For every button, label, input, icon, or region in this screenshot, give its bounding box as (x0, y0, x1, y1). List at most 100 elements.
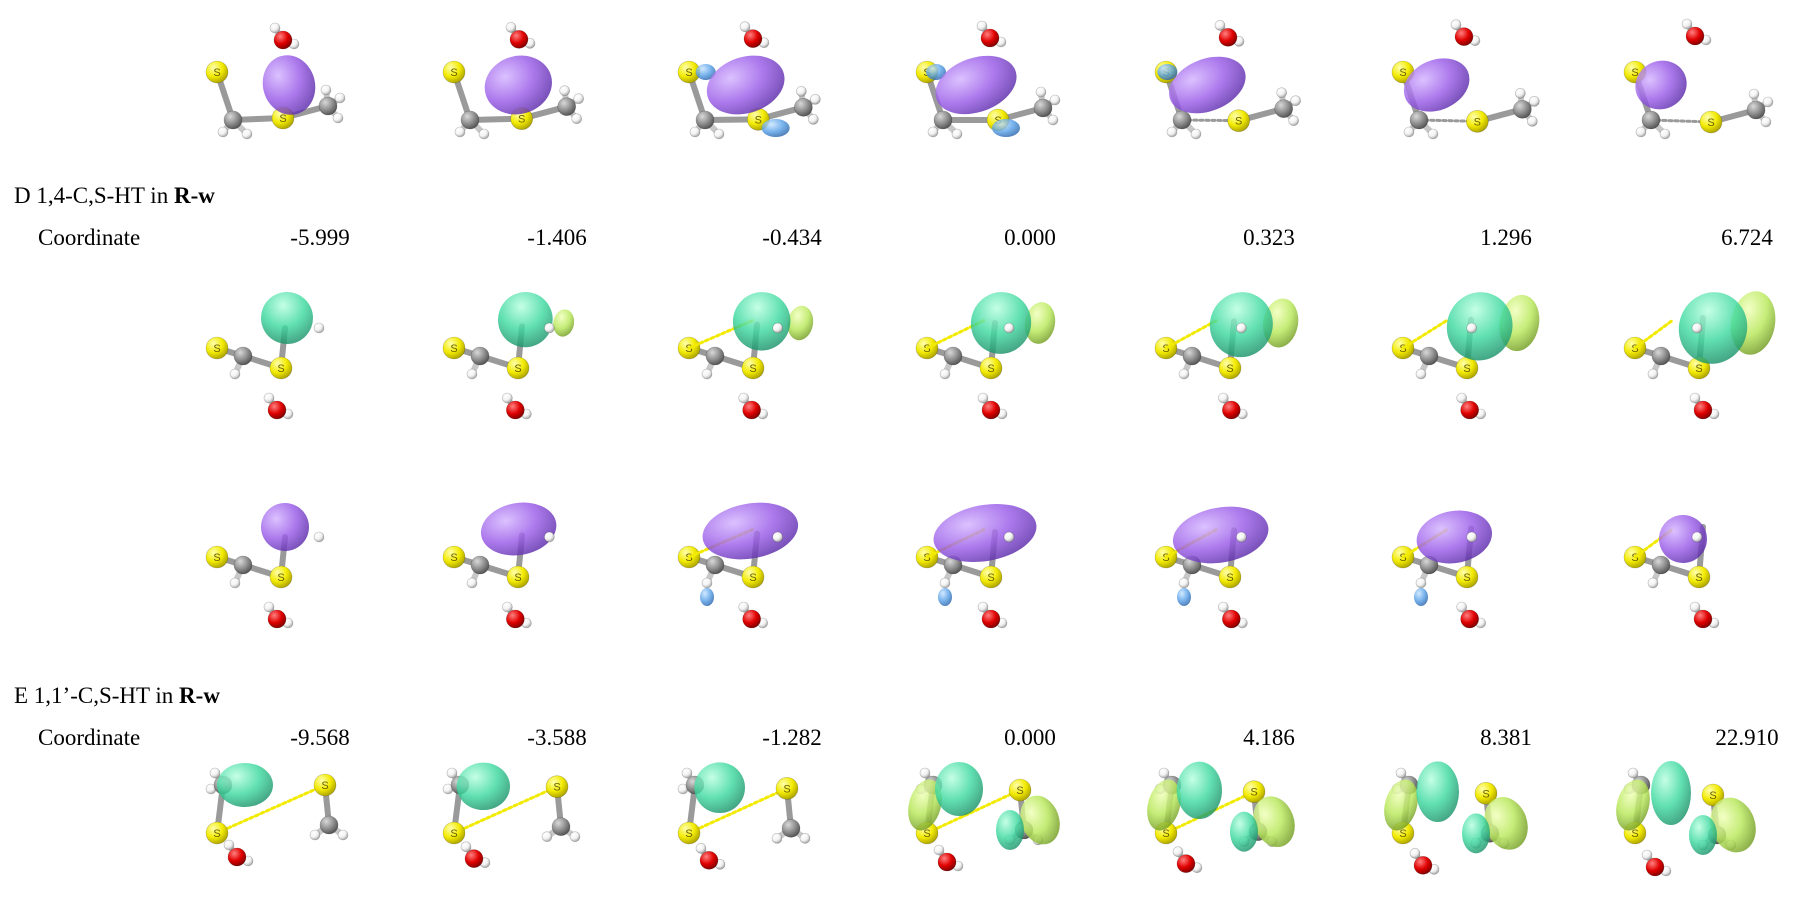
hydrogen-atom (1689, 392, 1701, 404)
atom-label: S (1482, 788, 1489, 800)
atom-label: S (1226, 363, 1233, 375)
orbital-lobe-teal (217, 763, 273, 807)
hydrogen-atom (939, 368, 951, 380)
carbon-atom (470, 555, 490, 575)
hydrogen-atom (1190, 128, 1202, 140)
hydrogen-atom (713, 128, 725, 140)
hydrogen-atom (1515, 88, 1526, 99)
carbon-atom (695, 110, 715, 130)
sulfur-atom (313, 773, 337, 797)
hydrogen-atom (544, 322, 555, 334)
carbon-atom (233, 346, 253, 366)
panel-d-coord-7: 6.724 (1721, 225, 1773, 250)
atom-label: S (685, 67, 692, 79)
orbital-lobe-teal (694, 762, 745, 813)
orbital-lobe-lime (1020, 795, 1060, 845)
orbital-lobe-purple (1169, 56, 1246, 114)
sulfur-atom (442, 545, 466, 569)
hydrogen-atom (810, 94, 821, 105)
atom-label: S (685, 828, 692, 840)
molecule-orbital-render: SS (205, 22, 346, 140)
orbital-lobe-purple (1635, 60, 1687, 110)
hydrogen-atom (263, 601, 275, 613)
sulfur-atom (205, 545, 229, 569)
orbital-lobe-teal (970, 292, 1032, 354)
hydrogen-atom (1691, 531, 1703, 543)
orbital-lobe-lime (1024, 302, 1056, 344)
hydrogen-atom (1403, 126, 1415, 138)
hydrogen-atom (1748, 88, 1760, 100)
hydrogen-atom (919, 767, 931, 779)
orbital-lobe-teal (1462, 813, 1490, 854)
atom-label: S (450, 67, 457, 79)
molecule-orbital-render: SS (205, 292, 325, 420)
carbon-atom (223, 110, 243, 130)
hydrogen-atom (701, 577, 713, 589)
molecule-orbital-render: SS (1154, 20, 1301, 140)
sulfur-atom (775, 777, 799, 800)
orbital-lobe-teal (497, 292, 553, 348)
sulfur-atom (1218, 565, 1242, 589)
sulfur-atom (1474, 782, 1498, 805)
hydrogen-atom (1647, 368, 1659, 380)
hydrogen-atom (1276, 87, 1287, 98)
hydrogen-atom (1691, 322, 1703, 334)
hydrogen-atom (1236, 322, 1247, 334)
hydrogen-atom (263, 392, 275, 404)
orbital-lobe-minor (938, 588, 952, 606)
sulfur-atom (205, 821, 229, 845)
hydrogen-atom (1647, 577, 1659, 589)
orbital-image: SS (1381, 477, 1581, 637)
hydrogen-atom (695, 843, 707, 854)
atom-label: S (749, 572, 756, 584)
sulfur-atom (677, 821, 701, 845)
hydrogen-atom (1003, 531, 1015, 543)
hydrogen-atom (796, 86, 807, 97)
hydrogen-atom (976, 20, 988, 32)
orbital-lobe-minor (1414, 588, 1428, 606)
atom-label: S (1463, 363, 1470, 375)
hydrogen-atom (1681, 18, 1693, 30)
hydrogen-atom (502, 392, 513, 404)
molecule-orbital-render: SS (1391, 19, 1540, 140)
hydrogen-atom (269, 22, 281, 34)
panel-e-bold: R-w (179, 683, 220, 708)
sulfur-atom (506, 565, 530, 589)
hydrogen-atom (229, 368, 241, 380)
carbon-atom (1513, 100, 1532, 119)
sulfur-atom (741, 356, 765, 380)
panel-d-heading: D 1,4-C,S-HT in R-w (14, 183, 215, 209)
atom-label: S (749, 363, 756, 375)
molecule-orbital-render: SS (1616, 761, 1756, 877)
sulfur-atom (1008, 778, 1032, 802)
carbon-atom (1746, 100, 1766, 120)
hydrogen-atom (1047, 114, 1059, 126)
hydrogen-atom (772, 322, 783, 334)
atom-label: S (1399, 828, 1406, 840)
orbital-lobe-teal (996, 810, 1024, 850)
orbital-lobe-teal (456, 762, 510, 810)
orbital-image: SS (667, 268, 867, 428)
hydrogen-atom (1466, 322, 1477, 334)
hydrogen-atom (337, 829, 349, 841)
hydrogen-atom (1236, 531, 1247, 543)
partial-bond (1633, 318, 1675, 350)
hydrogen-atom (1762, 96, 1774, 108)
orbital-image: SS (905, 268, 1105, 428)
molecule-orbital-render: SS (677, 502, 799, 629)
panel-e-coord-5: 4.186 (1243, 725, 1295, 750)
carbon-atom (1033, 98, 1053, 118)
atom-label: S (213, 828, 220, 840)
oxygen-atom (227, 847, 247, 867)
hydrogen-atom (1049, 94, 1061, 106)
atom-label: S (1695, 363, 1702, 375)
hydrogen-atom (573, 93, 584, 104)
molecule-orbital-render: SS (1623, 515, 1720, 629)
orbital-lobe-lime (787, 305, 814, 341)
carbon-atom (1172, 110, 1192, 130)
orbital-image: SS (1613, 268, 1813, 428)
oxygen-atom (742, 609, 761, 629)
carbon-atom (1651, 346, 1671, 366)
